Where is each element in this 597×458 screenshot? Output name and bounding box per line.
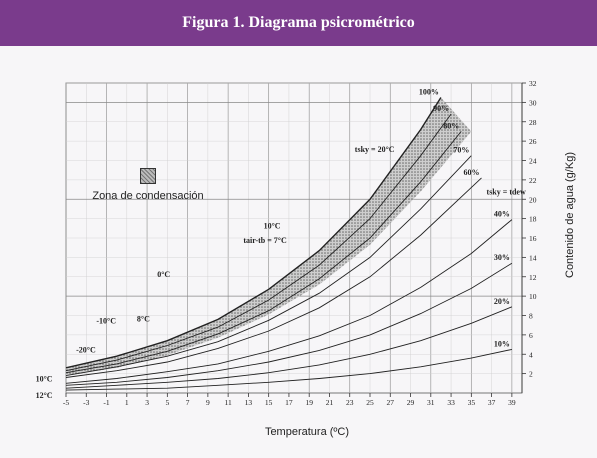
x-tick-label: 17 [285, 398, 293, 407]
y-tick-label: 28 [529, 118, 537, 127]
x-tick-label: 27 [387, 398, 395, 407]
y-axis-label: Contenido de agua (g/Kg) [564, 152, 576, 278]
series-label: 80% [443, 121, 459, 130]
y-tick-label: 32 [529, 79, 537, 88]
humidity-curve [65, 131, 462, 374]
humidity-curve [65, 306, 513, 389]
annotation-label: tsky = 20°C [355, 145, 395, 154]
humidity-curve [65, 113, 452, 372]
humidity-curve [65, 177, 482, 378]
y-tick-label: 16 [529, 234, 537, 243]
annotation-label: tair-tb = 7°C [243, 236, 287, 245]
annotation-label: 10°C [36, 374, 53, 383]
condensation-swatch [140, 168, 156, 184]
series-label: 90% [433, 104, 449, 113]
x-tick-label: 7 [186, 398, 190, 407]
condensation-area [66, 97, 472, 376]
x-tick-label: 3 [145, 398, 149, 407]
x-tick-label: 39 [508, 398, 516, 407]
x-tick-label: -3 [83, 398, 89, 407]
x-tick-label: 19 [305, 398, 313, 407]
annotation-label: -10°C [96, 316, 116, 325]
humidity-curve [65, 219, 513, 384]
axis-layer: -5 -3 -1 1 3 5 7 9 11 13 15 17 19 21 23 25 27 29 31 33 35 37 3… [63, 79, 537, 407]
annotation-label: 10°C [264, 221, 281, 230]
legend: Zona de condensación [88, 168, 208, 202]
series-label: 30% [494, 253, 510, 262]
x-tick-label: 5 [165, 398, 169, 407]
y-tick-label: 18 [529, 215, 537, 224]
legend-label: Zona de condensación [92, 190, 204, 202]
series-label: 70% [453, 146, 469, 155]
humidity-curve [65, 97, 442, 369]
x-tick-label: 35 [468, 398, 476, 407]
annotation-label: 8°C [137, 314, 150, 323]
y-tick-label: 26 [529, 137, 537, 146]
y-tick-label: 20 [529, 195, 537, 204]
series-label: 10% [494, 339, 510, 348]
x-tick-label: 33 [447, 398, 455, 407]
x-tick-label: 23 [346, 398, 354, 407]
x-tick-label: 13 [245, 398, 253, 407]
x-tick-label: 29 [407, 398, 415, 407]
humidity-curve [65, 348, 512, 391]
annotation-label: -20°C [76, 345, 96, 354]
y-tick-label: 2 [529, 370, 533, 379]
series-label: 100% [419, 88, 439, 97]
humidity-curve [65, 262, 513, 386]
x-tick-label: 37 [488, 398, 496, 407]
x-tick-label: 25 [366, 398, 374, 407]
x-axis-label: Temperatura (ºC) [264, 426, 350, 438]
y-tick-label: 6 [529, 331, 533, 340]
figure-title: Figura 1. Diagrama psicrométrico [182, 14, 415, 31]
series-label: 20% [494, 297, 510, 306]
series-label: 60% [463, 168, 479, 177]
condensation-zone [66, 97, 472, 376]
annotation-layer: tsky = 20°C 10°C tair-tb = 7°C 0°C -10°C 8°C -… [36, 145, 526, 400]
annotation-label: tsky = tdew [487, 187, 526, 196]
figure-header: Figura 1. Diagrama psicrométrico [0, 0, 597, 46]
humidity-curve [65, 155, 472, 377]
y-tick-label: 24 [529, 157, 537, 166]
annotation-label: 0°C [157, 270, 170, 279]
x-tick-label: -1 [103, 398, 109, 407]
series-label: 40% [494, 210, 510, 219]
x-tick-label: 11 [225, 398, 232, 407]
x-tick-label: 21 [326, 398, 334, 407]
x-tick-label: -5 [63, 398, 69, 407]
x-tick-label: 15 [265, 398, 273, 407]
y-tick-label: 8 [529, 312, 533, 321]
x-tick-label: 31 [427, 398, 435, 407]
y-tick-label: 10 [529, 292, 537, 301]
y-tick-label: 14 [529, 253, 537, 262]
x-tick-label: 9 [206, 398, 210, 407]
y-tick-label: 4 [529, 350, 533, 359]
grid-layer [65, 82, 523, 394]
x-tick-label: 1 [125, 398, 129, 407]
y-tick-label: 22 [529, 176, 537, 185]
y-tick-label: 12 [529, 273, 537, 282]
series-layer: 100% 90% 80% 70% 60% 40% 30% 20% 10% [65, 88, 513, 391]
annotation-label: 12°C [36, 391, 53, 400]
y-tick-label: 30 [529, 98, 537, 107]
